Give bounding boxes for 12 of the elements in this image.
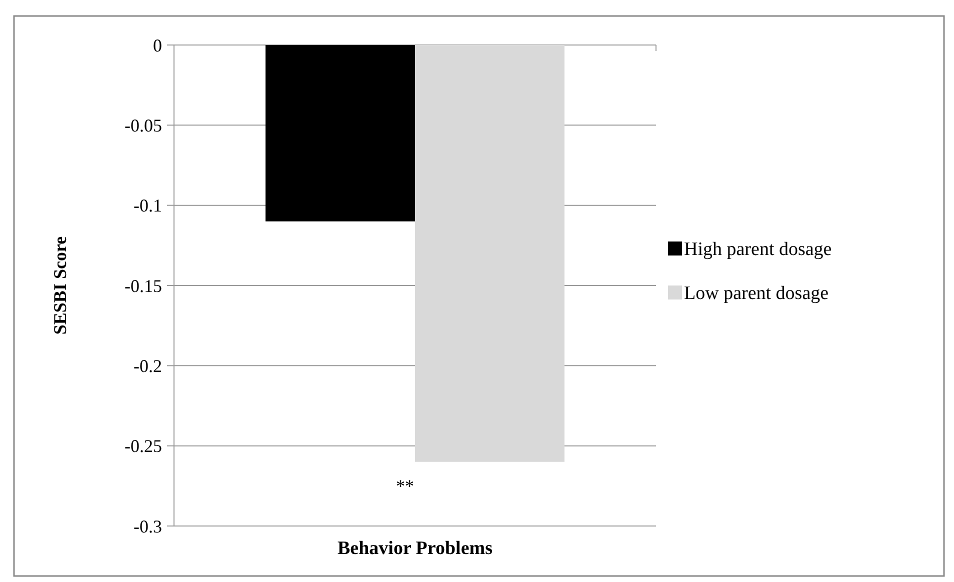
y-tick-label: -0.1 xyxy=(134,196,162,216)
y-tick-label: 0 xyxy=(153,35,162,56)
x-tick-label: Behavior Problems xyxy=(338,538,492,559)
annotation: ** xyxy=(396,476,414,496)
y-tick-label: -0.3 xyxy=(134,516,162,536)
y-axis-title: SESBI Score xyxy=(50,236,70,335)
y-tick-label: -0.05 xyxy=(124,115,162,136)
y-tick-label: -0.15 xyxy=(124,276,162,296)
y-tick-label: -0.2 xyxy=(134,356,162,376)
legend-label: Low parent dosage xyxy=(684,283,829,304)
y-tick-label: -0.25 xyxy=(124,436,162,456)
legend-label: High parent dosage xyxy=(684,239,832,260)
